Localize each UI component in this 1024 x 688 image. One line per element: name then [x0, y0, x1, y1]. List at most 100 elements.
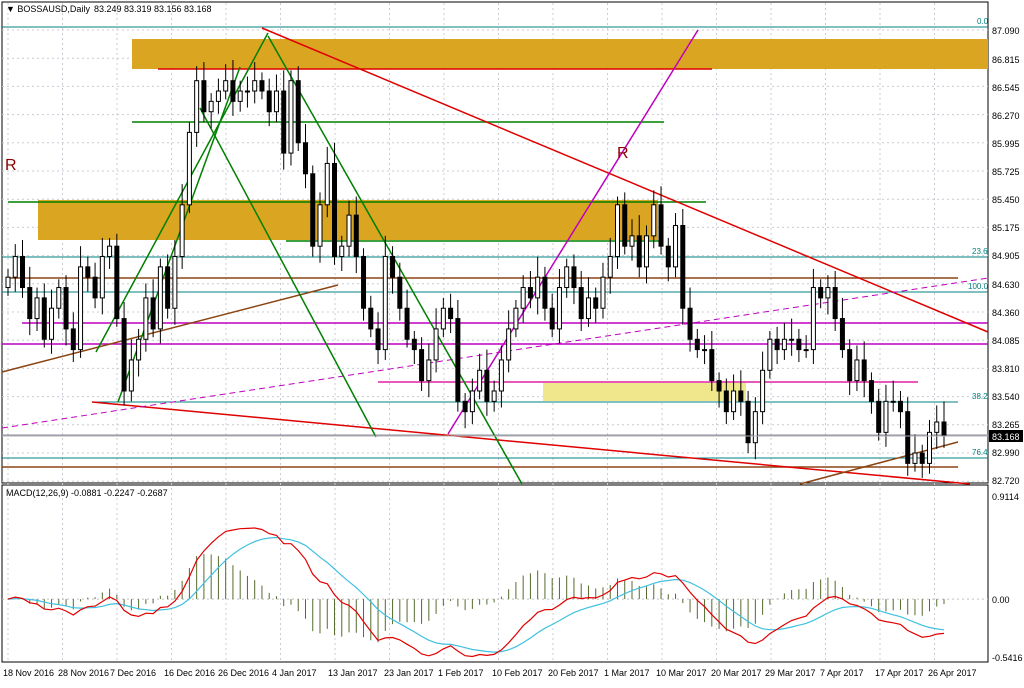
- macd-axis[interactable]: 0.9114 0.00 -0.5416: [992, 492, 1023, 663]
- candle: [912, 434, 918, 472]
- time-label: 28 Nov 2016: [58, 668, 109, 678]
- candle: [687, 287, 693, 352]
- candle: [157, 258, 163, 344]
- candle: [70, 312, 76, 363]
- candle-body-bullish: [760, 369, 766, 413]
- candle: [847, 339, 853, 396]
- candle: [854, 345, 860, 391]
- candle-body-bullish: [731, 390, 737, 413]
- candle-body-bullish: [426, 359, 432, 382]
- candle-body-bearish: [716, 380, 722, 392]
- candle: [99, 237, 105, 315]
- candle-body-bearish: [527, 287, 533, 299]
- candle: [382, 235, 388, 360]
- candle: [556, 268, 562, 344]
- candle-body-bearish: [302, 142, 308, 175]
- candle: [165, 254, 171, 319]
- candle-body-bearish: [462, 400, 468, 413]
- time-label: 7 Dec 2016: [110, 668, 156, 678]
- price-tick: 83.265: [992, 420, 1020, 430]
- price-tick: 83.540: [992, 392, 1020, 402]
- candle-body-bearish: [839, 318, 845, 351]
- candle-body-bearish: [353, 214, 359, 258]
- candle-body-bearish: [332, 162, 338, 258]
- candle: [230, 59, 236, 116]
- candle-body-bullish: [223, 80, 229, 92]
- candle: [803, 335, 809, 358]
- candle-body-bullish: [825, 287, 831, 299]
- time-label: 16 Dec 2016: [164, 668, 215, 678]
- candle: [201, 62, 207, 123]
- time-axis[interactable]: 18 Nov 2016 28 Nov 2016 7 Dec 2016 16 De…: [3, 668, 977, 678]
- support-zone-light: [543, 383, 746, 401]
- symbol-caption: ▼ BOSSAUSD,Daily 83.249 83.319 83.156 83.…: [6, 4, 212, 14]
- fib-label-38: 38.2: [972, 392, 988, 401]
- candle: [150, 279, 156, 338]
- candle: [564, 258, 570, 298]
- candle: [571, 254, 577, 305]
- candle-body-bullish: [883, 400, 889, 433]
- price-tick: 85.995: [992, 139, 1020, 149]
- candle: [12, 244, 18, 292]
- candle-body-bearish: [448, 307, 454, 320]
- time-label: 4 Jan 2017: [272, 668, 317, 678]
- candle: [535, 256, 541, 315]
- candle-body-bullish: [934, 421, 940, 433]
- candle-body-bullish: [491, 390, 497, 402]
- candle-body-bearish: [941, 421, 947, 436]
- macd-panel[interactable]: [1, 484, 989, 663]
- candle: [839, 297, 845, 358]
- candle-body-bearish: [897, 400, 903, 413]
- candle-body-bullish: [520, 287, 526, 309]
- candle-body-bullish: [854, 359, 860, 382]
- candle: [702, 335, 708, 365]
- candle: [361, 248, 367, 321]
- candle-body-bullish: [556, 287, 562, 330]
- candle-body-bullish: [34, 297, 40, 320]
- candle-body-bearish: [622, 204, 628, 247]
- time-label: 26 Dec 2016: [218, 668, 269, 678]
- candle-body-bearish: [259, 80, 265, 92]
- candle-body-bullish: [702, 349, 708, 352]
- price-candles[interactable]: [5, 59, 947, 478]
- candle-body-bullish: [607, 256, 613, 278]
- candle-body-bearish: [861, 359, 867, 382]
- candle-body-bullish: [186, 131, 192, 206]
- time-label: 10 Feb 2017: [492, 668, 543, 678]
- time-label: 29 Mar 2017: [765, 668, 816, 678]
- macd-tick-top: 0.9114: [992, 492, 1019, 502]
- main-chart-panel[interactable]: [1, 1, 989, 484]
- candle-body-bullish: [56, 287, 62, 309]
- candle: [578, 270, 584, 331]
- candle-body-bullish: [143, 297, 149, 340]
- candle: [506, 310, 512, 373]
- candle: [897, 390, 903, 429]
- candle-body-bullish: [673, 224, 679, 268]
- candle-body-bullish: [346, 214, 352, 247]
- candle-body-bearish: [63, 287, 69, 330]
- candle: [636, 215, 642, 278]
- price-axis[interactable]: 87.090 86.815 86.545 86.270 85.995 85.72…: [992, 26, 1020, 486]
- macd-tick-zero: 0.00: [992, 595, 1010, 605]
- candle: [767, 330, 773, 379]
- candle: [49, 289, 55, 354]
- candle: [760, 351, 766, 425]
- candle-body-bearish: [411, 338, 417, 351]
- candle: [498, 345, 504, 408]
- time-label: 20 Feb 2017: [548, 668, 599, 678]
- candle: [890, 380, 896, 412]
- candle-body-bullish: [288, 80, 294, 154]
- candle-body-bearish: [404, 307, 410, 340]
- candle-body-bullish: [600, 276, 606, 309]
- candle: [302, 124, 308, 189]
- candle: [469, 378, 475, 425]
- candle-body-bullish: [244, 90, 250, 93]
- candle: [215, 78, 221, 114]
- candle: [876, 388, 882, 441]
- candle: [317, 192, 323, 263]
- resistance-zone-top: [132, 39, 988, 69]
- time-label: 1 Feb 2017: [438, 668, 484, 678]
- candle: [426, 343, 432, 398]
- candle: [462, 393, 468, 429]
